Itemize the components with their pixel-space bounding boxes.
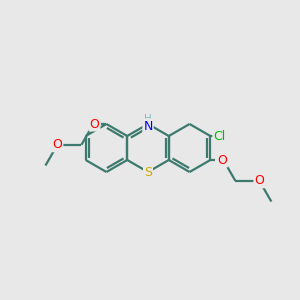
Text: N: N	[143, 119, 153, 133]
Text: O: O	[218, 154, 227, 166]
Text: S: S	[144, 166, 152, 178]
Text: H: H	[144, 114, 152, 124]
Text: O: O	[90, 118, 99, 130]
Text: O: O	[52, 138, 62, 151]
Text: Cl: Cl	[213, 130, 226, 142]
Text: O: O	[254, 174, 264, 187]
